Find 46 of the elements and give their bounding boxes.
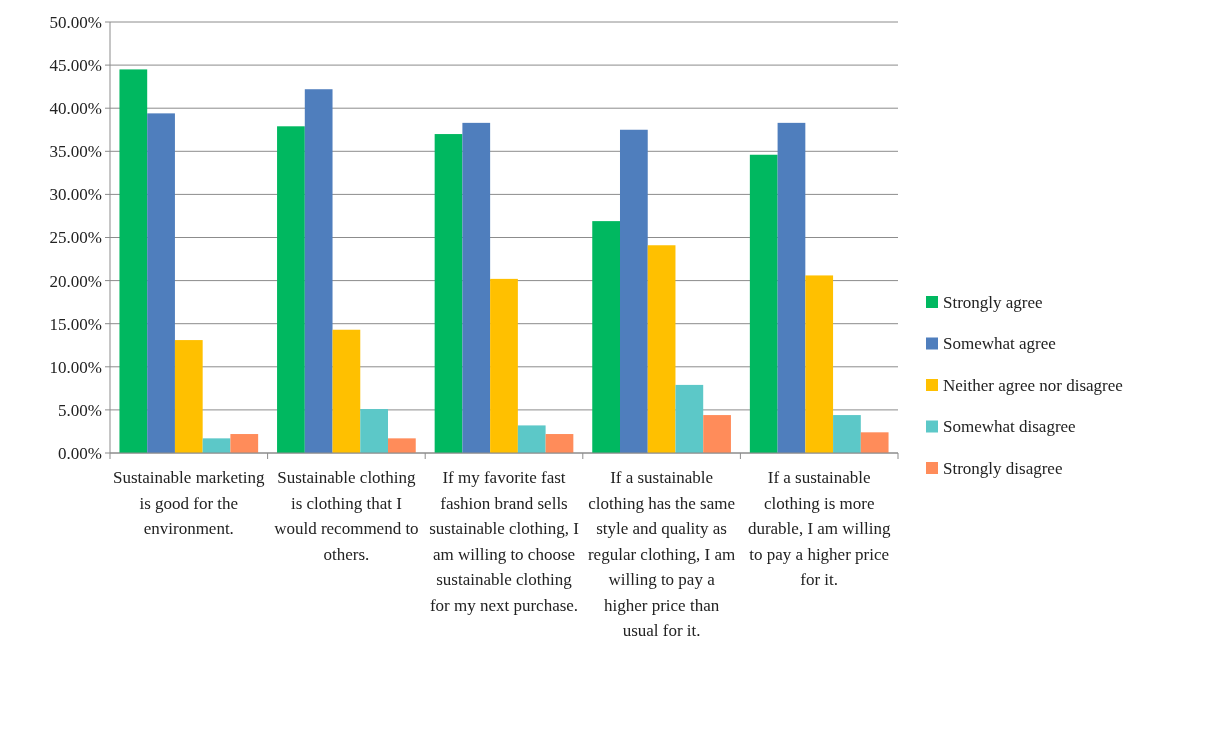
bar [202,438,231,453]
bar [388,438,416,453]
bar [833,415,861,453]
y-tick-label: 45.00% [49,56,102,76]
bar [277,126,305,453]
bar [675,384,704,453]
bar [434,134,463,453]
bar [230,434,259,453]
bar [490,278,518,453]
legend-label: Strongly agree [943,292,1043,312]
x-tick-label: If a sustainable clothing is more durable, I am willing to pay a higher price for it. [747,468,891,589]
bar [174,340,203,453]
x-tick-label: If my favorite fast fashion brand sells sustainable clothing, I am willing to choose sustainable clothing for my next purchase. [429,468,580,615]
bar [647,245,676,453]
bar [777,122,806,453]
y-tick-label: 10.00% [49,357,102,377]
y-tick-label: 5.00% [58,400,102,420]
y-tick-label: 0.00% [58,443,102,463]
y-tick-label: 15.00% [49,314,102,334]
legend-label: Neither agree nor disagree [943,375,1123,395]
y-tick-label: 40.00% [49,99,102,119]
bar [805,275,834,453]
y-tick-label: 25.00% [49,228,102,248]
bar [304,89,333,453]
x-tick-label: Sustainable marketing is good for the environment. [113,468,266,538]
bar [332,329,361,453]
y-tick-label: 35.00% [49,142,102,162]
y-tick-label: 50.00% [49,12,102,32]
x-tick-label: Sustainable clothing is clothing that I would recommend to others. [274,468,419,564]
bar [147,113,175,453]
legend-label: Somewhat agree [943,334,1056,354]
bar [462,122,491,453]
legend-label: Somewhat disagree [943,417,1076,437]
bar [860,432,889,453]
y-tick-label: 20.00% [49,271,102,291]
bar [619,129,648,453]
bar [119,69,148,453]
bar [517,425,546,453]
bar [749,154,778,453]
legend-label: Strongly disagree [943,458,1063,478]
bar [592,221,620,453]
x-tick-label: If a sustainable clothing has the same style and quality as regular clothing, I am willing to pay a higher price than usual for it. [587,468,736,640]
bar [545,434,574,453]
bar [703,415,731,453]
bar [360,409,389,453]
y-tick-label: 30.00% [49,185,102,205]
